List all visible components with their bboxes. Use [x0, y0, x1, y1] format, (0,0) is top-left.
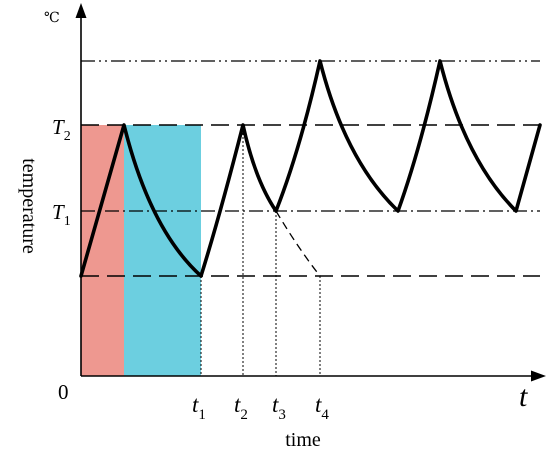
- unit-label: ℃: [44, 11, 60, 26]
- t2-label: t2: [234, 392, 248, 423]
- T1-label: T1: [52, 200, 71, 229]
- origin-label: 0: [58, 380, 69, 404]
- x-axis-label: time: [285, 429, 321, 451]
- temperature-curve: [79, 59, 542, 278]
- t3-label: t3: [272, 392, 286, 423]
- t-axis-end-label: t: [519, 380, 528, 413]
- x-axis-arrow: [531, 370, 546, 382]
- t1-label: t1: [192, 392, 206, 423]
- extrapolated-cooling-curve: [275, 210, 321, 277]
- T2-label: T2: [52, 115, 71, 144]
- t4-label: t4: [315, 392, 329, 423]
- y-axis-label: temperature: [18, 158, 40, 254]
- y-axis-arrow: [75, 3, 87, 18]
